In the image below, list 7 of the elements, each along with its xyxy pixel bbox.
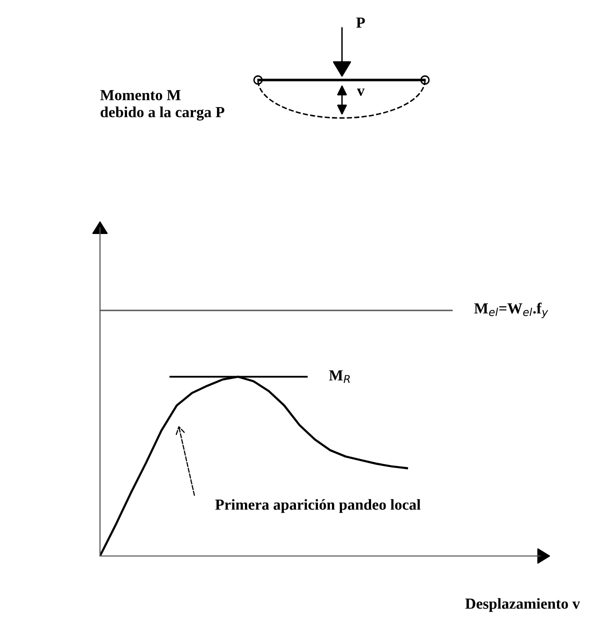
ref-line-label: M$_{R}$ — [329, 370, 350, 383]
x-axis-title: Desplazamiento v — [465, 598, 580, 612]
text: v — [357, 88, 365, 96]
text: Momento M debido a la carga P — [100, 90, 224, 121]
annotation: Primera aparición pandeo local — [215, 499, 421, 513]
text: P — [356, 18, 365, 28]
ref-line-label: M$_{el}$=W$_{el}$.f$_{y}$ — [474, 302, 548, 318]
